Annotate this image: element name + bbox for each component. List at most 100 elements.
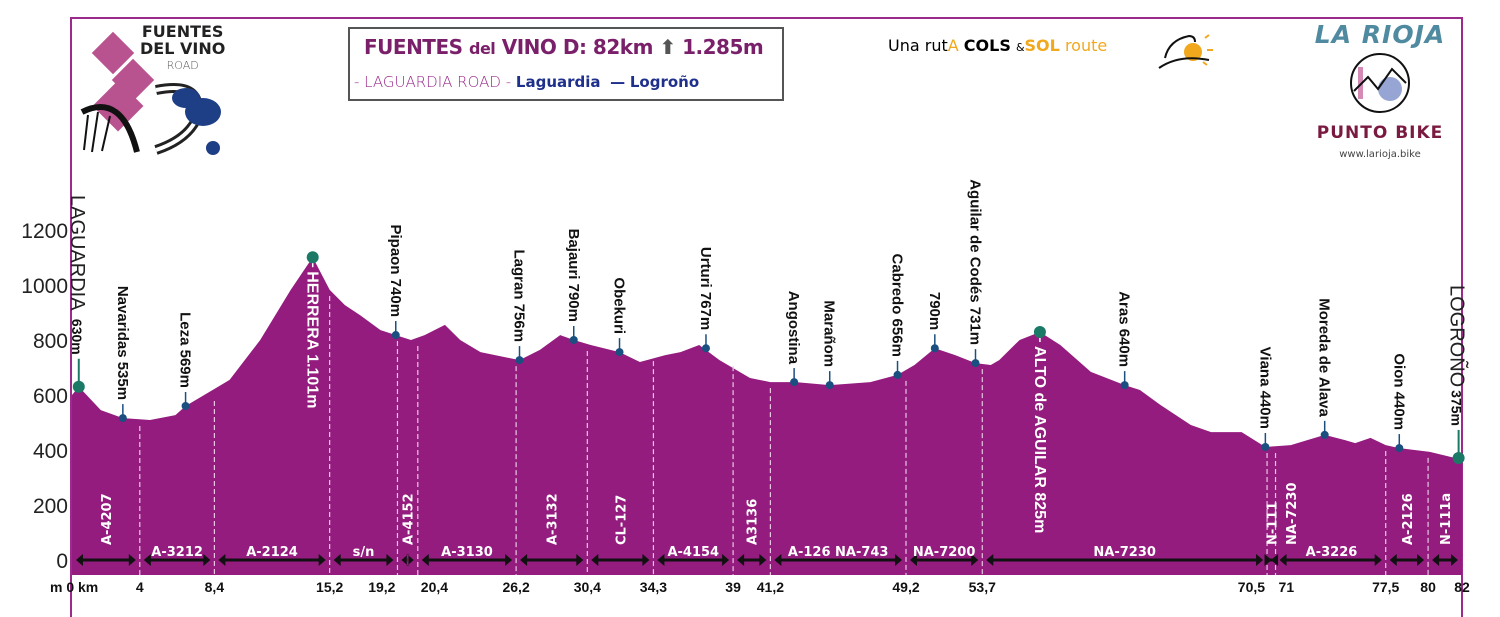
road-segment-arrow [737, 554, 767, 566]
road-segment-label: A-3132 [546, 493, 561, 545]
x-tick-label: 82 [1454, 579, 1470, 595]
title-distance: VINO D: 82km [501, 35, 654, 59]
rioja-title: LA RIOJA [1314, 20, 1446, 49]
road-segment-label: A-3226 [1306, 545, 1358, 560]
road-segment-arrow [1279, 554, 1382, 566]
waypoint-label: ALTO de AGUILAR 825m [1031, 346, 1048, 533]
cols-text-pre: Una rut [888, 36, 948, 55]
cols-text-cols: COLS [963, 36, 1011, 55]
road-segment-arrow [591, 554, 650, 566]
subtitle-to: Logroño [629, 73, 700, 91]
marker-dot [515, 356, 524, 365]
arrow-heads [1432, 554, 1458, 566]
arrow-heads [1264, 554, 1279, 566]
marker-dot [790, 378, 799, 387]
road-segment-label: NA-7200 [913, 545, 976, 560]
road-segment-label: A-2124 [246, 545, 298, 560]
waypoint-marker: 790m [926, 292, 943, 353]
x-tick-label: 8,4 [205, 579, 225, 595]
cols-text-amp: & [1015, 41, 1025, 54]
marker-dot [930, 344, 939, 353]
subtitle-from: Laguardia [515, 73, 601, 91]
waypoint-label: Lagran 756m [511, 250, 528, 343]
waypoint-label: Aras 640m [1116, 291, 1133, 367]
waypoint-label: HERRERA 1.101m [304, 271, 321, 408]
waypoint-label: Obekuri [611, 277, 628, 334]
elevation-profile-chart: 0 200 400 600 800 1000 1200 m 0 km 4 8,4 15,2 19,2 2… [21, 179, 1470, 595]
waypoint-marker: Aguilar de Codés 731m [967, 179, 984, 368]
waypoint-label: Marañom [821, 300, 838, 367]
road-segment-label: A-2126 [1401, 493, 1416, 545]
waypoint-label: Viana 440m [1256, 347, 1273, 429]
y-tick-label: 1000 [21, 275, 68, 298]
marker-dot [72, 380, 85, 393]
waypoint-marker: LAGUARDIA 630m [66, 195, 88, 393]
waypoint-label: Moreda de Alava [1316, 298, 1333, 417]
cols-text-sol: SOL [1024, 36, 1060, 55]
marker-dot [1033, 326, 1046, 339]
marker-dot [615, 348, 624, 357]
arrow-heads [520, 554, 584, 566]
road-segment-label: NA-7230 [1285, 482, 1300, 545]
waypoint-marker: Pipaon 740m [387, 225, 404, 340]
x-tick-label: 70,5 [1238, 579, 1265, 595]
arrow-heads [1389, 554, 1425, 566]
x-tick-label: 4 [136, 579, 144, 595]
subtitle-road: - LAGUARDIA ROAD - [354, 73, 512, 91]
waypoint-name: LAGUARDIA [66, 195, 88, 311]
arrow-heads [76, 554, 136, 566]
road-segment-arrow [774, 554, 902, 566]
road-segment-label: A-4207 [100, 493, 115, 545]
waypoint-label: Bajauri 790m [565, 229, 582, 322]
y-tick-label: 800 [33, 330, 68, 353]
title-main: FUENTES [364, 35, 463, 59]
marker-dot [893, 370, 902, 379]
x-tick-label: 30,4 [574, 579, 601, 595]
rioja-brand: PUNTO BIKE [1316, 123, 1444, 143]
x-axis-origin-label: m 0 km [50, 579, 98, 595]
marker-dot [1120, 381, 1129, 390]
road-segment-arrow [657, 554, 730, 566]
marker-dot [971, 359, 980, 368]
road-segment-label: NA-7230 [1093, 545, 1156, 560]
waypoint-marker: Marañom [821, 300, 838, 390]
marker-dot [1261, 442, 1270, 451]
waypoint-marker: Navaridas 535m [114, 286, 131, 423]
road-segment-arrow [143, 554, 211, 566]
fuentes-logo-text: FUENTES DEL VINO ROAD [140, 23, 225, 74]
subtitle-separator: — [610, 73, 626, 91]
x-tick-label: 80 [1420, 579, 1436, 595]
fuentes-logo-line2: DEL VINO [140, 39, 226, 58]
road-segment-label: A-3130 [441, 545, 493, 560]
route-subtitle: - LAGUARDIA ROAD - Laguardia — Logroño [354, 73, 699, 91]
marker-dot [701, 344, 710, 353]
waypoint-label: 790m [926, 292, 943, 330]
waypoint-label: Aguilar de Codés 731m [967, 179, 984, 345]
road-segment-arrow [986, 554, 1264, 566]
waypoint-marker: Oion 440m [1390, 353, 1407, 453]
waypoint-marker: Obekuri [611, 277, 628, 357]
road-segment-arrow [333, 554, 394, 566]
arrow-heads [591, 554, 650, 566]
road-segment-label: s/n [353, 545, 375, 560]
punto-bike-emblem-icon [1350, 53, 1410, 113]
arrow-heads [401, 554, 414, 566]
route-title-box: FUENTES del VINO D: 82km ⬆ 1.285m - LAGU… [348, 27, 784, 101]
marker-dot [569, 336, 578, 344]
waypoint-elevation: 630m [69, 319, 85, 355]
waypoint-label: Angostina [785, 291, 802, 365]
y-tick-label: 400 [33, 440, 68, 463]
marker-dot [118, 414, 127, 423]
road-segment-arrow [218, 554, 326, 566]
waypoint-marker: LOGROÑO 375m [1446, 285, 1470, 464]
marker-dot [181, 402, 190, 410]
title-climb: 1.285m [682, 35, 764, 59]
y-tick-label: 600 [33, 385, 68, 408]
x-tick-label: 71 [1279, 579, 1295, 595]
road-segment-label: N-111 [1265, 502, 1280, 545]
road-segment-arrow [76, 554, 136, 566]
road-segment-arrow [520, 554, 584, 566]
x-tick-label: 41,2 [757, 579, 784, 595]
road-segment-arrow [1389, 554, 1425, 566]
cols-sol-logo: Una rutA COLS &SOL route [888, 36, 1107, 55]
